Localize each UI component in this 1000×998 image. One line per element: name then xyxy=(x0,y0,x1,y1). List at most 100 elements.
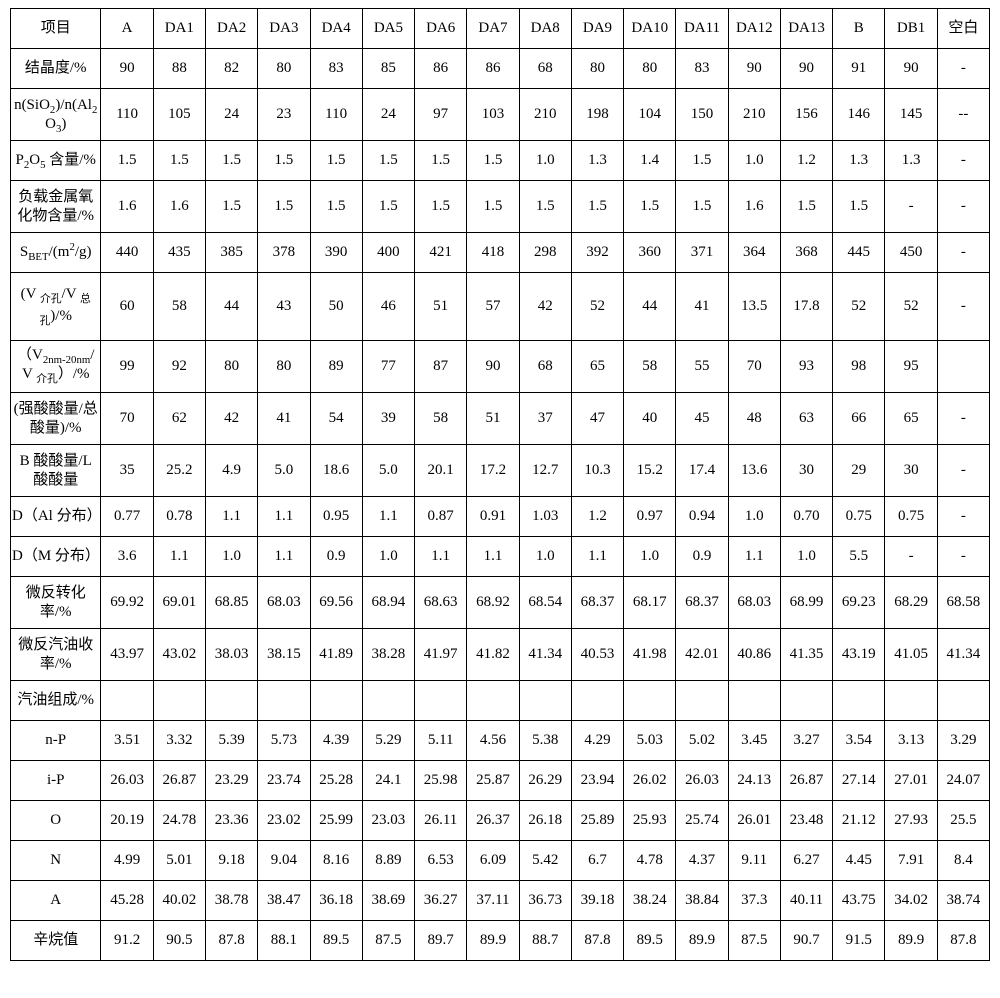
data-cell: 92 xyxy=(153,341,205,393)
data-cell xyxy=(101,681,153,721)
data-cell: 26.18 xyxy=(519,801,571,841)
data-cell xyxy=(728,681,780,721)
table-row: A45.2840.0238.7838.4736.1838.6936.2737.1… xyxy=(11,881,990,921)
data-cell: 58 xyxy=(415,393,467,445)
data-cell: 0.91 xyxy=(467,497,519,537)
data-cell: 25.2 xyxy=(153,445,205,497)
data-cell: 41 xyxy=(258,393,310,445)
data-cell: 435 xyxy=(153,233,205,273)
data-cell: 1.3 xyxy=(833,141,885,181)
data-cell: 88.1 xyxy=(258,921,310,961)
data-cell: 1.5 xyxy=(205,181,257,233)
data-cell: 1.5 xyxy=(519,181,571,233)
header-cell: DA6 xyxy=(415,9,467,49)
data-cell: 24 xyxy=(362,89,414,141)
data-cell: 43.97 xyxy=(101,629,153,681)
table-row: 负载金属氧化物含量/%1.61.61.51.51.51.51.51.51.51.… xyxy=(11,181,990,233)
data-cell: 6.53 xyxy=(415,841,467,881)
data-cell: 68.17 xyxy=(624,577,676,629)
data-cell: 6.27 xyxy=(780,841,832,881)
row-label: n(SiO2)/n(Al2O3) xyxy=(11,89,101,141)
data-cell: 450 xyxy=(885,233,937,273)
data-cell: 68 xyxy=(519,49,571,89)
table-row: B 酸酸量/L 酸酸量3525.24.95.018.65.020.117.212… xyxy=(11,445,990,497)
data-cell: 392 xyxy=(571,233,623,273)
data-cell: 4.56 xyxy=(467,721,519,761)
data-cell: 0.70 xyxy=(780,497,832,537)
data-cell: 4.99 xyxy=(101,841,153,881)
table-row: 微反汽油收率/%43.9743.0238.0338.1541.8938.2841… xyxy=(11,629,990,681)
data-cell: 0.97 xyxy=(624,497,676,537)
table-row: D（Al 分布）0.770.781.11.10.951.10.870.911.0… xyxy=(11,497,990,537)
data-cell: 1.4 xyxy=(624,141,676,181)
data-cell: 69.01 xyxy=(153,577,205,629)
data-cell: 29 xyxy=(833,445,885,497)
header-cell: DA2 xyxy=(205,9,257,49)
data-cell: 3.29 xyxy=(937,721,989,761)
data-cell: 41.35 xyxy=(780,629,832,681)
data-cell: 24.78 xyxy=(153,801,205,841)
data-cell: 46 xyxy=(362,273,414,341)
data-cell: 68.99 xyxy=(780,577,832,629)
data-cell xyxy=(571,681,623,721)
data-cell: 65 xyxy=(885,393,937,445)
data-cell: 62 xyxy=(153,393,205,445)
data-cell: 38.74 xyxy=(937,881,989,921)
data-cell: 37.11 xyxy=(467,881,519,921)
data-cell: 42 xyxy=(205,393,257,445)
data-cell: 26.03 xyxy=(101,761,153,801)
data-cell: 87 xyxy=(415,341,467,393)
data-cell: 10.3 xyxy=(571,445,623,497)
data-cell: 89.7 xyxy=(415,921,467,961)
data-cell: 68.94 xyxy=(362,577,414,629)
data-cell: 145 xyxy=(885,89,937,141)
data-cell: 68.92 xyxy=(467,577,519,629)
data-cell: 91.5 xyxy=(833,921,885,961)
data-cell: 12.7 xyxy=(519,445,571,497)
data-cell: 20.19 xyxy=(101,801,153,841)
data-cell: 5.38 xyxy=(519,721,571,761)
data-cell: 97 xyxy=(415,89,467,141)
data-cell: 390 xyxy=(310,233,362,273)
data-cell: 1.1 xyxy=(728,537,780,577)
data-cell: 68.37 xyxy=(676,577,728,629)
data-cell: 1.1 xyxy=(571,537,623,577)
data-cell: 25.99 xyxy=(310,801,362,841)
table-body: 结晶度/%90888280838586866880808390909190-n(… xyxy=(11,49,990,961)
data-cell: 38.28 xyxy=(362,629,414,681)
data-cell: 0.94 xyxy=(676,497,728,537)
data-cell: 68.58 xyxy=(937,577,989,629)
data-cell: 400 xyxy=(362,233,414,273)
row-label: 汽油组成/% xyxy=(11,681,101,721)
data-cell: 1.1 xyxy=(467,537,519,577)
data-cell: 1.0 xyxy=(728,141,780,181)
data-cell: 104 xyxy=(624,89,676,141)
table-row: （V2nm-20nm/V 介孔）/%9992808089778790686558… xyxy=(11,341,990,393)
header-cell: DA5 xyxy=(362,9,414,49)
data-cell: 1.1 xyxy=(415,537,467,577)
data-cell: 38.03 xyxy=(205,629,257,681)
data-cell xyxy=(153,681,205,721)
data-cell: 42 xyxy=(519,273,571,341)
data-cell: 5.73 xyxy=(258,721,310,761)
row-label: D（Al 分布） xyxy=(11,497,101,537)
data-cell: 89.5 xyxy=(310,921,362,961)
table-row: i-P26.0326.8723.2923.7425.2824.125.9825.… xyxy=(11,761,990,801)
header-cell: DA7 xyxy=(467,9,519,49)
data-cell: 38.15 xyxy=(258,629,310,681)
data-cell: 103 xyxy=(467,89,519,141)
table-row: n(SiO2)/n(Al2O3)110105242311024971032101… xyxy=(11,89,990,141)
data-cell: 1.5 xyxy=(205,141,257,181)
data-cell: 91 xyxy=(833,49,885,89)
data-cell: 23.94 xyxy=(571,761,623,801)
data-cell: 69.92 xyxy=(101,577,153,629)
header-cell: DA4 xyxy=(310,9,362,49)
data-cell: 105 xyxy=(153,89,205,141)
table-row: O20.1924.7823.3623.0225.9923.0326.1126.3… xyxy=(11,801,990,841)
data-cell: 44 xyxy=(205,273,257,341)
data-cell: 6.09 xyxy=(467,841,519,881)
data-cell: 63 xyxy=(780,393,832,445)
data-cell: 40.86 xyxy=(728,629,780,681)
data-cell: 39 xyxy=(362,393,414,445)
data-cell: 1.2 xyxy=(780,141,832,181)
